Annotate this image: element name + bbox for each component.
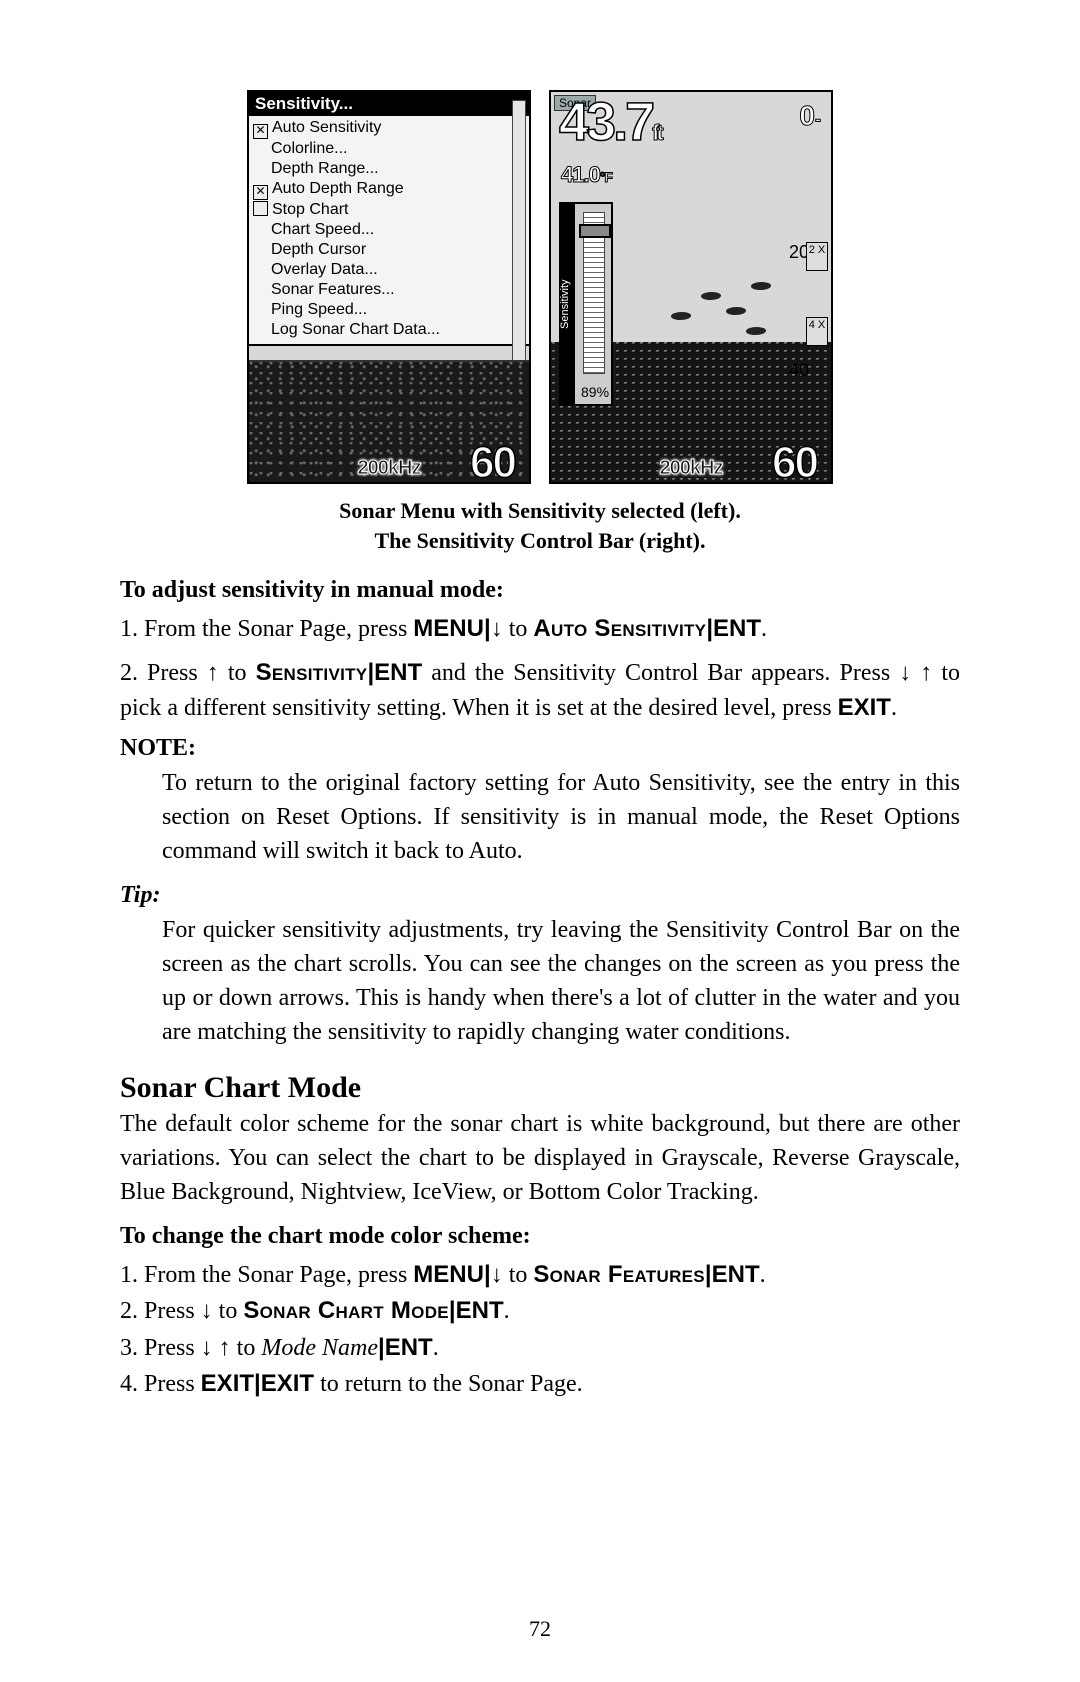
- sensitivity-bar: Sensitivity 89%: [559, 202, 613, 406]
- key-menu: MENU: [413, 1261, 484, 1288]
- zoom-2x: 2 X: [806, 242, 828, 271]
- temperature-readout: 41.0°F: [561, 162, 612, 188]
- arrow-down-icon: ↓: [201, 1297, 213, 1324]
- menu-item-label: Sonar Features...: [271, 281, 395, 298]
- menu-item: ✕ Auto Depth Range: [253, 179, 525, 200]
- menu-item-label: Log Sonar Chart Data...: [271, 321, 440, 338]
- figure-row: Sensitivity... ✕ Auto Sensitivity Colorlin…: [120, 90, 960, 484]
- menu-item-label: Ping Speed...: [271, 301, 367, 318]
- key-exit: EXIT: [838, 694, 891, 721]
- depth-unit: ft: [652, 120, 661, 145]
- note-body: To return to the original factory settin…: [120, 766, 960, 868]
- key-sonar-features: Sonar Features: [533, 1261, 705, 1288]
- tick-0: 0-: [799, 100, 821, 132]
- menu-item-label: Overlay Data...: [271, 261, 378, 278]
- menu-item: Chart Speed...: [253, 220, 525, 240]
- mode-step-3: 3. Press ↓ ↑ to Mode Name|ENT.: [120, 1331, 960, 1365]
- tip-heading: Tip:: [120, 882, 960, 909]
- note-heading: NOTE:: [120, 735, 960, 762]
- temp-value: 41.0: [561, 162, 600, 187]
- menu-item: Stop Chart: [253, 200, 525, 220]
- checkbox-icon: ✕: [253, 124, 268, 139]
- section-heading: Sonar Chart Mode: [120, 1071, 960, 1105]
- key-sonar-chart-mode: Sonar Chart Mode: [243, 1297, 449, 1324]
- fish-arc: [745, 327, 766, 335]
- key-exit: EXIT: [261, 1370, 314, 1397]
- key-auto-sensitivity: Auto Sensitivity: [533, 615, 706, 642]
- sensitivity-label: Sensitivity: [559, 204, 575, 404]
- menu-item-label: Auto Sensitivity: [272, 119, 381, 136]
- depth-value: 43.7: [559, 92, 652, 152]
- fish-arc: [700, 292, 721, 300]
- mode-step-2: 2. Press ↓ to Sonar Chart Mode|ENT.: [120, 1294, 960, 1328]
- zoom-4x: 4 X: [806, 317, 828, 346]
- menu-item-label: Chart Speed...: [271, 221, 374, 238]
- arrow-down-icon: ↓: [491, 615, 503, 642]
- fish-arc: [670, 312, 691, 320]
- tick-40: 40: [789, 360, 809, 381]
- arrow-up-icon: ↑: [219, 1334, 231, 1361]
- mode-step-4: 4. Press EXIT|EXIT to return to the Sona…: [120, 1367, 960, 1401]
- key-ent: ENT: [374, 659, 422, 686]
- menu-item: ✕ Auto Sensitivity: [253, 118, 525, 139]
- checkbox-icon: ✕: [253, 185, 268, 200]
- manual-page: Sensitivity... ✕ Auto Sensitivity Colorlin…: [0, 0, 1080, 1682]
- frequency-label: 200kHz: [660, 457, 723, 480]
- section-body: The default color scheme for the sonar c…: [120, 1107, 960, 1209]
- caption-line-1: Sonar Menu with Sensitivity selected (le…: [120, 496, 960, 526]
- key-ent: ENT: [712, 1261, 760, 1288]
- fish-arc: [725, 307, 746, 315]
- temp-unit: °F: [600, 169, 612, 185]
- sensitivity-percent: 89%: [581, 384, 609, 400]
- menu-item: Depth Range...: [253, 159, 525, 179]
- mode-name-placeholder: Mode Name: [261, 1335, 378, 1361]
- menu-item: Ping Speed...: [253, 300, 525, 320]
- menu-item: Sonar Features...: [253, 280, 525, 300]
- adjust-heading: To adjust sensitivity in manual mode:: [120, 577, 960, 604]
- frequency-label: 200kHz: [358, 457, 421, 480]
- key-menu: MENU: [413, 615, 484, 642]
- menu-item-label: Colorline...: [271, 140, 347, 157]
- menu-item-label: Depth Cursor: [271, 241, 366, 258]
- menu-item: Colorline...: [253, 139, 525, 159]
- arrow-down-icon: ↓: [201, 1334, 213, 1361]
- sensitivity-bar-screenshot: Sonar 43.7ft 41.0°F 0- 20 40 2 X 4 X Sen…: [549, 90, 833, 484]
- menu-item-label: Stop Chart: [272, 201, 348, 218]
- arrow-up-icon: ↑: [920, 659, 932, 686]
- figure-caption: Sonar Menu with Sensitivity selected (le…: [120, 496, 960, 555]
- checkbox-icon: [253, 201, 268, 216]
- key-ent: ENT: [456, 1297, 504, 1324]
- depth-scale-max: 60: [772, 438, 817, 484]
- depth-readout: 43.7ft: [559, 98, 661, 147]
- menu-item: Overlay Data...: [253, 260, 525, 280]
- key-ent: ENT: [713, 615, 761, 642]
- page-number: 72: [0, 1616, 1080, 1642]
- sonar-menu-screenshot: Sensitivity... ✕ Auto Sensitivity Colorlin…: [247, 90, 531, 484]
- fish-arc: [750, 282, 771, 290]
- key-exit: EXIT: [201, 1370, 254, 1397]
- key-ent: ENT: [385, 1334, 433, 1361]
- menu-item-label: Depth Range...: [271, 160, 379, 177]
- sensitivity-knob: [579, 224, 611, 238]
- step-1: 1. From the Sonar Page, press MENU|↓ to …: [120, 612, 960, 646]
- menu-list: ✕ Auto Sensitivity Colorline... Depth Range…: [249, 116, 529, 346]
- mode-step-1: 1. From the Sonar Page, press MENU|↓ to …: [120, 1258, 960, 1292]
- change-mode-heading: To change the chart mode color scheme:: [120, 1223, 960, 1250]
- step-2: 2. Press ↑ to Sensitivity|ENT and the Se…: [120, 656, 960, 724]
- depth-scale-max: 60: [470, 438, 515, 484]
- menu-item: Depth Cursor: [253, 240, 525, 260]
- menu-item: Log Sonar Chart Data...: [253, 320, 525, 340]
- menu-item-label: Auto Depth Range: [272, 180, 404, 197]
- tip-body: For quicker sensitivity adjustments, try…: [120, 913, 960, 1049]
- menu-title: Sensitivity...: [249, 92, 529, 116]
- caption-line-2: The Sensitivity Control Bar (right).: [120, 526, 960, 556]
- arrow-up-icon: ↑: [207, 659, 219, 686]
- arrow-down-icon: ↓: [491, 1261, 503, 1288]
- key-sensitivity: Sensitivity: [256, 659, 368, 686]
- arrow-down-icon: ↓: [899, 659, 911, 686]
